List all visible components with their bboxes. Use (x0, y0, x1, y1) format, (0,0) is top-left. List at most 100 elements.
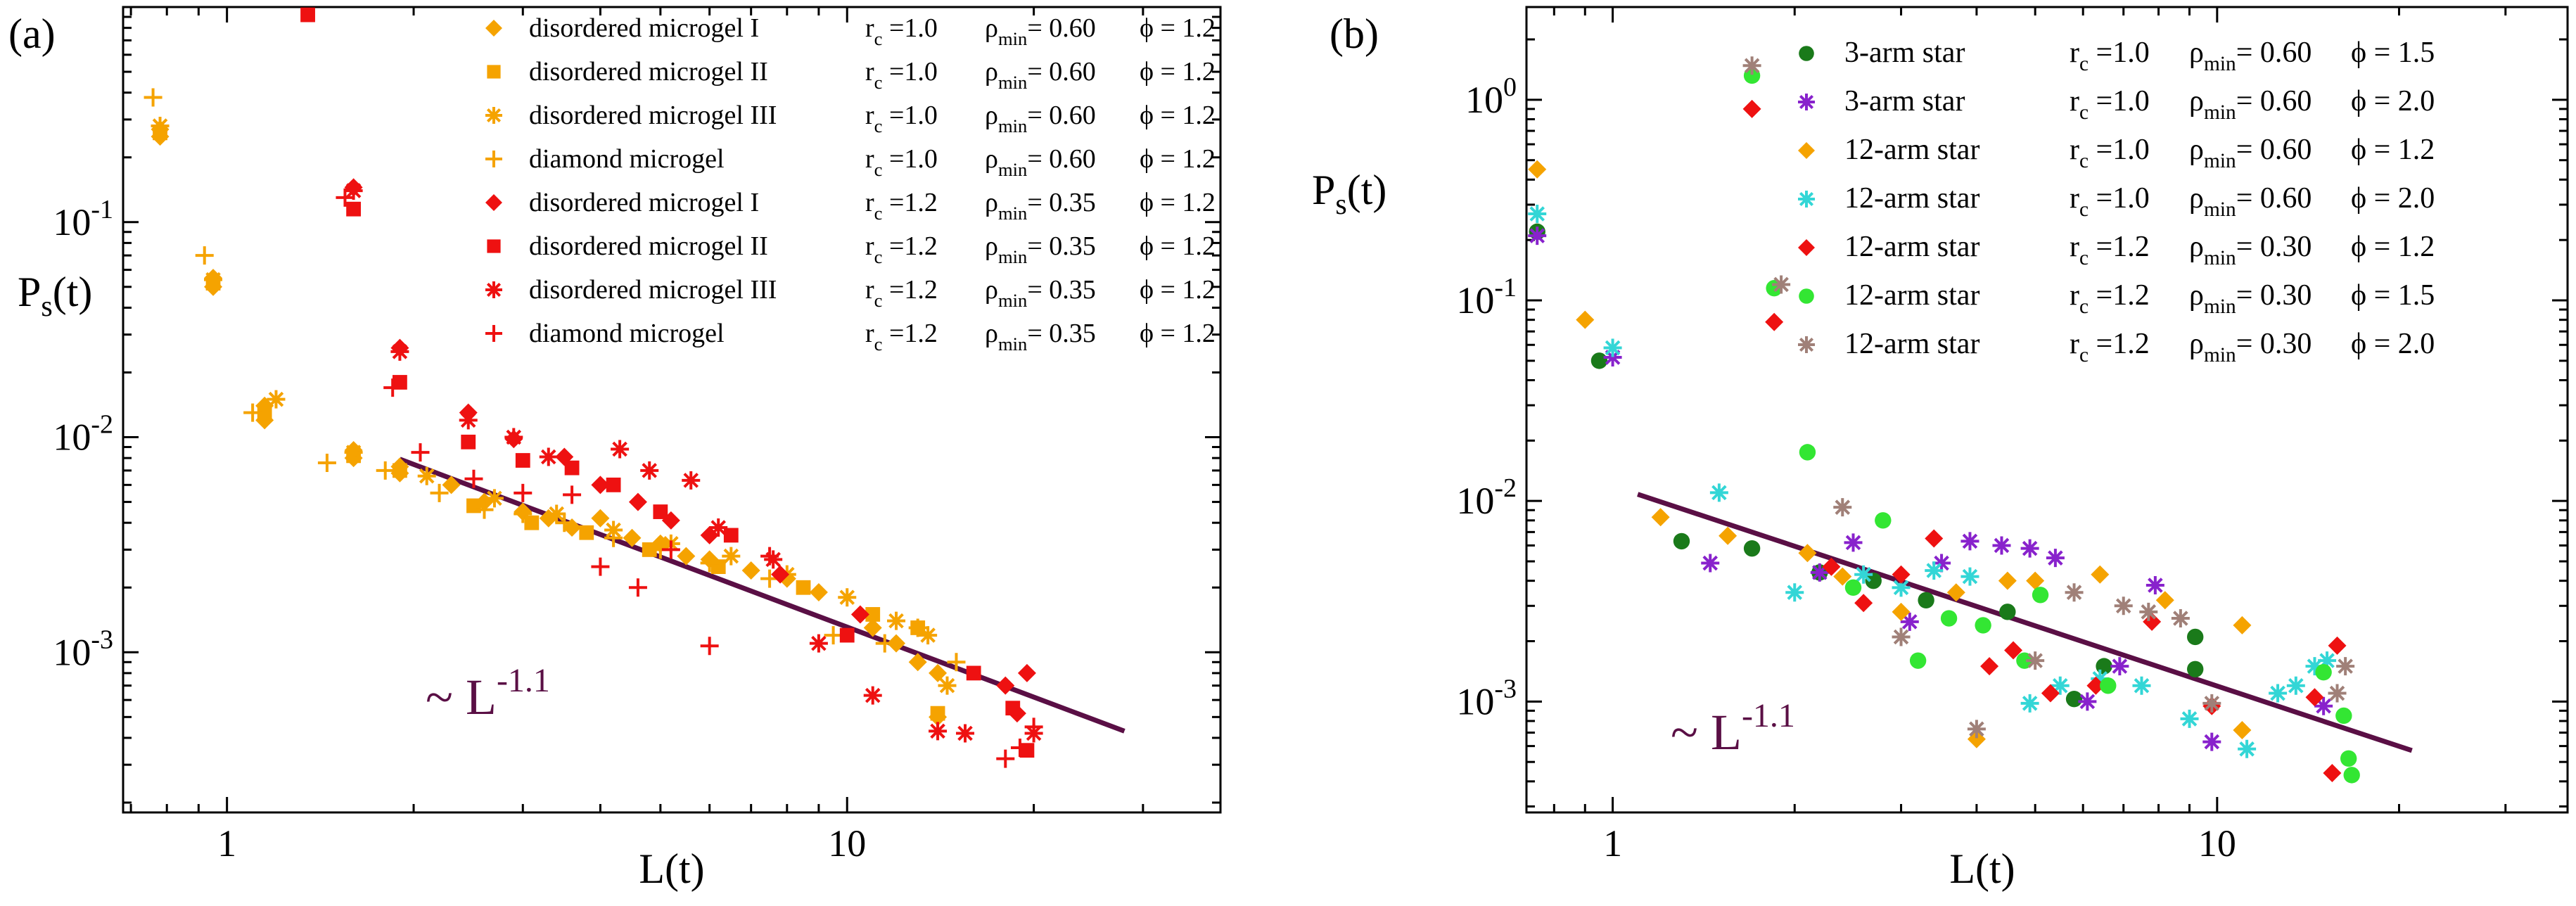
data-point (591, 476, 610, 495)
fit-label-base: ~ L (426, 669, 497, 725)
y-tick-exponent: -2 (1494, 473, 1517, 503)
data-point (204, 270, 223, 289)
legend-rho-symbol: ρ (2189, 231, 2204, 263)
legend-rho-symbol: ρ (985, 57, 998, 87)
legend-entry: 12-arm star rc =1.2 ρmin= 0.30 ϕ = 1.5 (1799, 279, 2435, 318)
legend-rc: rc =1.0 (865, 144, 938, 180)
data-point (1651, 508, 1670, 527)
data-point (336, 188, 355, 207)
legend-phi-value: ϕ = 1.2 (2351, 231, 2435, 263)
data-point (1875, 512, 1892, 529)
legend-phi: ϕ = 1.2 (1140, 13, 1216, 43)
series-8 (336, 188, 1043, 768)
data-point (2016, 652, 2033, 669)
data-point (2305, 688, 2324, 707)
legend-phi-value: ϕ = 1.2 (1140, 275, 1216, 305)
data-point (1528, 205, 1547, 224)
data-point (2091, 669, 2110, 688)
data-point (346, 201, 362, 217)
data-point (1673, 532, 1690, 550)
data-point (539, 447, 558, 466)
legend-rho-symbol: ρ (985, 188, 998, 217)
legend-series-name: 12-arm star (1844, 231, 1979, 263)
data-point (1024, 717, 1043, 736)
legend-phi-value: ϕ = 1.2 (1140, 144, 1216, 174)
data-point (2187, 661, 2204, 678)
data-point (1005, 701, 1021, 716)
legend-rho-subscript: min (2204, 344, 2236, 366)
legend-rho-subscript: min (998, 290, 1027, 311)
data-point (144, 88, 162, 107)
data-point (555, 513, 574, 532)
legend-rc: rc =1.2 (2070, 328, 2150, 366)
legend-phi: ϕ = 2.0 (2351, 85, 2435, 117)
legend-series-name: disordered microgel III (529, 275, 777, 305)
fit-label-base: ~ L (1671, 704, 1742, 760)
legend-rc-value: =1.0 (882, 13, 937, 43)
legend-phi: ϕ = 1.2 (1140, 188, 1216, 217)
legend-rc-subscript: c (2079, 150, 2089, 172)
y-tick-label: 10-1 (53, 195, 113, 243)
data-point (850, 605, 869, 624)
data-point (2051, 676, 2070, 695)
legend-rc: rc =1.0 (865, 57, 938, 93)
legend-rc: rc =1.2 (865, 319, 938, 355)
data-point (2171, 609, 2190, 628)
data-point (2286, 676, 2305, 695)
x-axis-ticks (1552, 7, 2507, 812)
legend-series-name: disordered microgel III (529, 101, 777, 130)
y-tick-base: 10 (1465, 79, 1503, 121)
data-point (760, 547, 779, 566)
data-point (938, 676, 957, 695)
y-tick-base: 10 (53, 416, 91, 459)
legend-rc-value: =1.0 (882, 101, 937, 130)
x-axis-label: L(t) (1949, 846, 2015, 892)
data-point (2078, 692, 2097, 711)
legend-phi: ϕ = 1.2 (2351, 231, 2435, 263)
y-axis-label-tail: (t) (53, 269, 93, 315)
legend-rho-value: = 0.60 (2236, 85, 2312, 117)
y-tick-exponent: -3 (91, 625, 113, 654)
data-point (579, 525, 594, 540)
data-point (257, 405, 272, 421)
data-point (2202, 732, 2221, 751)
data-point (1940, 610, 1958, 627)
data-point (344, 443, 363, 462)
data-point (1709, 483, 1728, 502)
legend-series-name: diamond microgel (529, 144, 725, 174)
data-point (151, 117, 170, 136)
data-point (2233, 721, 2252, 740)
data-point (2139, 602, 2158, 621)
data-point (723, 528, 739, 543)
data-point (267, 390, 286, 409)
legend-rc-value: =1.2 (882, 231, 937, 261)
legend-rc-value: =1.2 (882, 319, 937, 348)
data-point (430, 483, 449, 502)
data-point (547, 504, 566, 523)
data-point (2328, 684, 2347, 703)
legend-rc-value: =1.0 (882, 57, 937, 87)
legend-rc-value: =1.2 (882, 275, 937, 305)
legend-marker (485, 20, 502, 37)
data-point (2020, 539, 2039, 558)
legend-marker (1798, 142, 1815, 159)
legend-entry: 12-arm star rc =1.0 ρmin= 0.60 ϕ = 1.2 (1798, 134, 2435, 172)
legend-rho-subscript: min (998, 333, 1027, 355)
data-point (653, 504, 668, 519)
legend-rho-symbol: ρ (2189, 134, 2204, 166)
y-tick-label: 10-2 (53, 410, 113, 459)
data-point (2086, 676, 2105, 695)
legend-entry: disordered microgel III rc =1.2 ρmin= 0.35… (485, 275, 1216, 311)
data-point (1925, 561, 1944, 580)
y-axis-label-main: P (1312, 167, 1335, 213)
y-tick-exponent: -3 (1494, 674, 1517, 703)
legend-marker (1798, 94, 1815, 110)
legend-phi-value: ϕ = 1.5 (2351, 279, 2435, 312)
data-point (947, 653, 966, 672)
data-point (628, 578, 647, 597)
data-point (1833, 498, 1852, 517)
data-point (628, 492, 647, 511)
y-tick-label: 10-3 (1456, 674, 1517, 722)
y-tick-exponent: -2 (91, 410, 113, 440)
